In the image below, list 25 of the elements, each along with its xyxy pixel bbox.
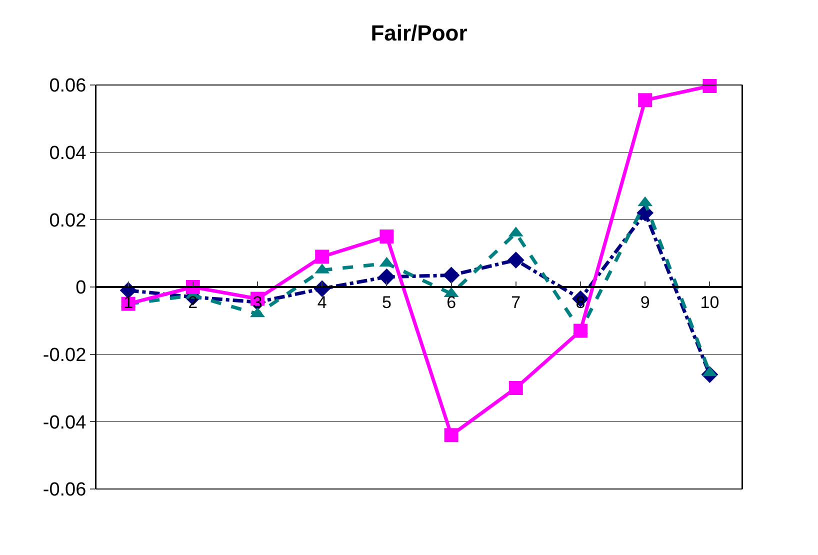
x-tick-label: 9	[640, 293, 650, 312]
point	[442, 266, 460, 284]
point	[315, 250, 330, 264]
y-tick-label: 0.06	[49, 76, 86, 97]
x-tick-label: 7	[511, 293, 521, 312]
point	[638, 93, 652, 108]
y-tick-label: -0.02	[42, 344, 86, 366]
x-tick-label: 10	[700, 293, 720, 312]
y-tick-label: 0.02	[49, 210, 86, 232]
point	[444, 428, 458, 442]
x-tick-label: 6	[446, 293, 456, 312]
point	[574, 324, 588, 338]
x-tick-label: 4	[317, 293, 327, 312]
point	[378, 268, 396, 286]
y-tick-label: 0.04	[49, 142, 87, 164]
chart-title: Fair/Poor	[370, 20, 468, 46]
point	[508, 381, 523, 395]
point	[507, 252, 524, 269]
point	[702, 79, 717, 94]
y-tick-label: 0	[76, 278, 86, 299]
x-tick-label: 5	[382, 293, 392, 312]
y-tick-label: -0.04	[42, 412, 87, 434]
y-tick-label: -0.06	[42, 480, 86, 501]
point	[380, 230, 394, 244]
x-tick-label: 1	[124, 293, 134, 312]
